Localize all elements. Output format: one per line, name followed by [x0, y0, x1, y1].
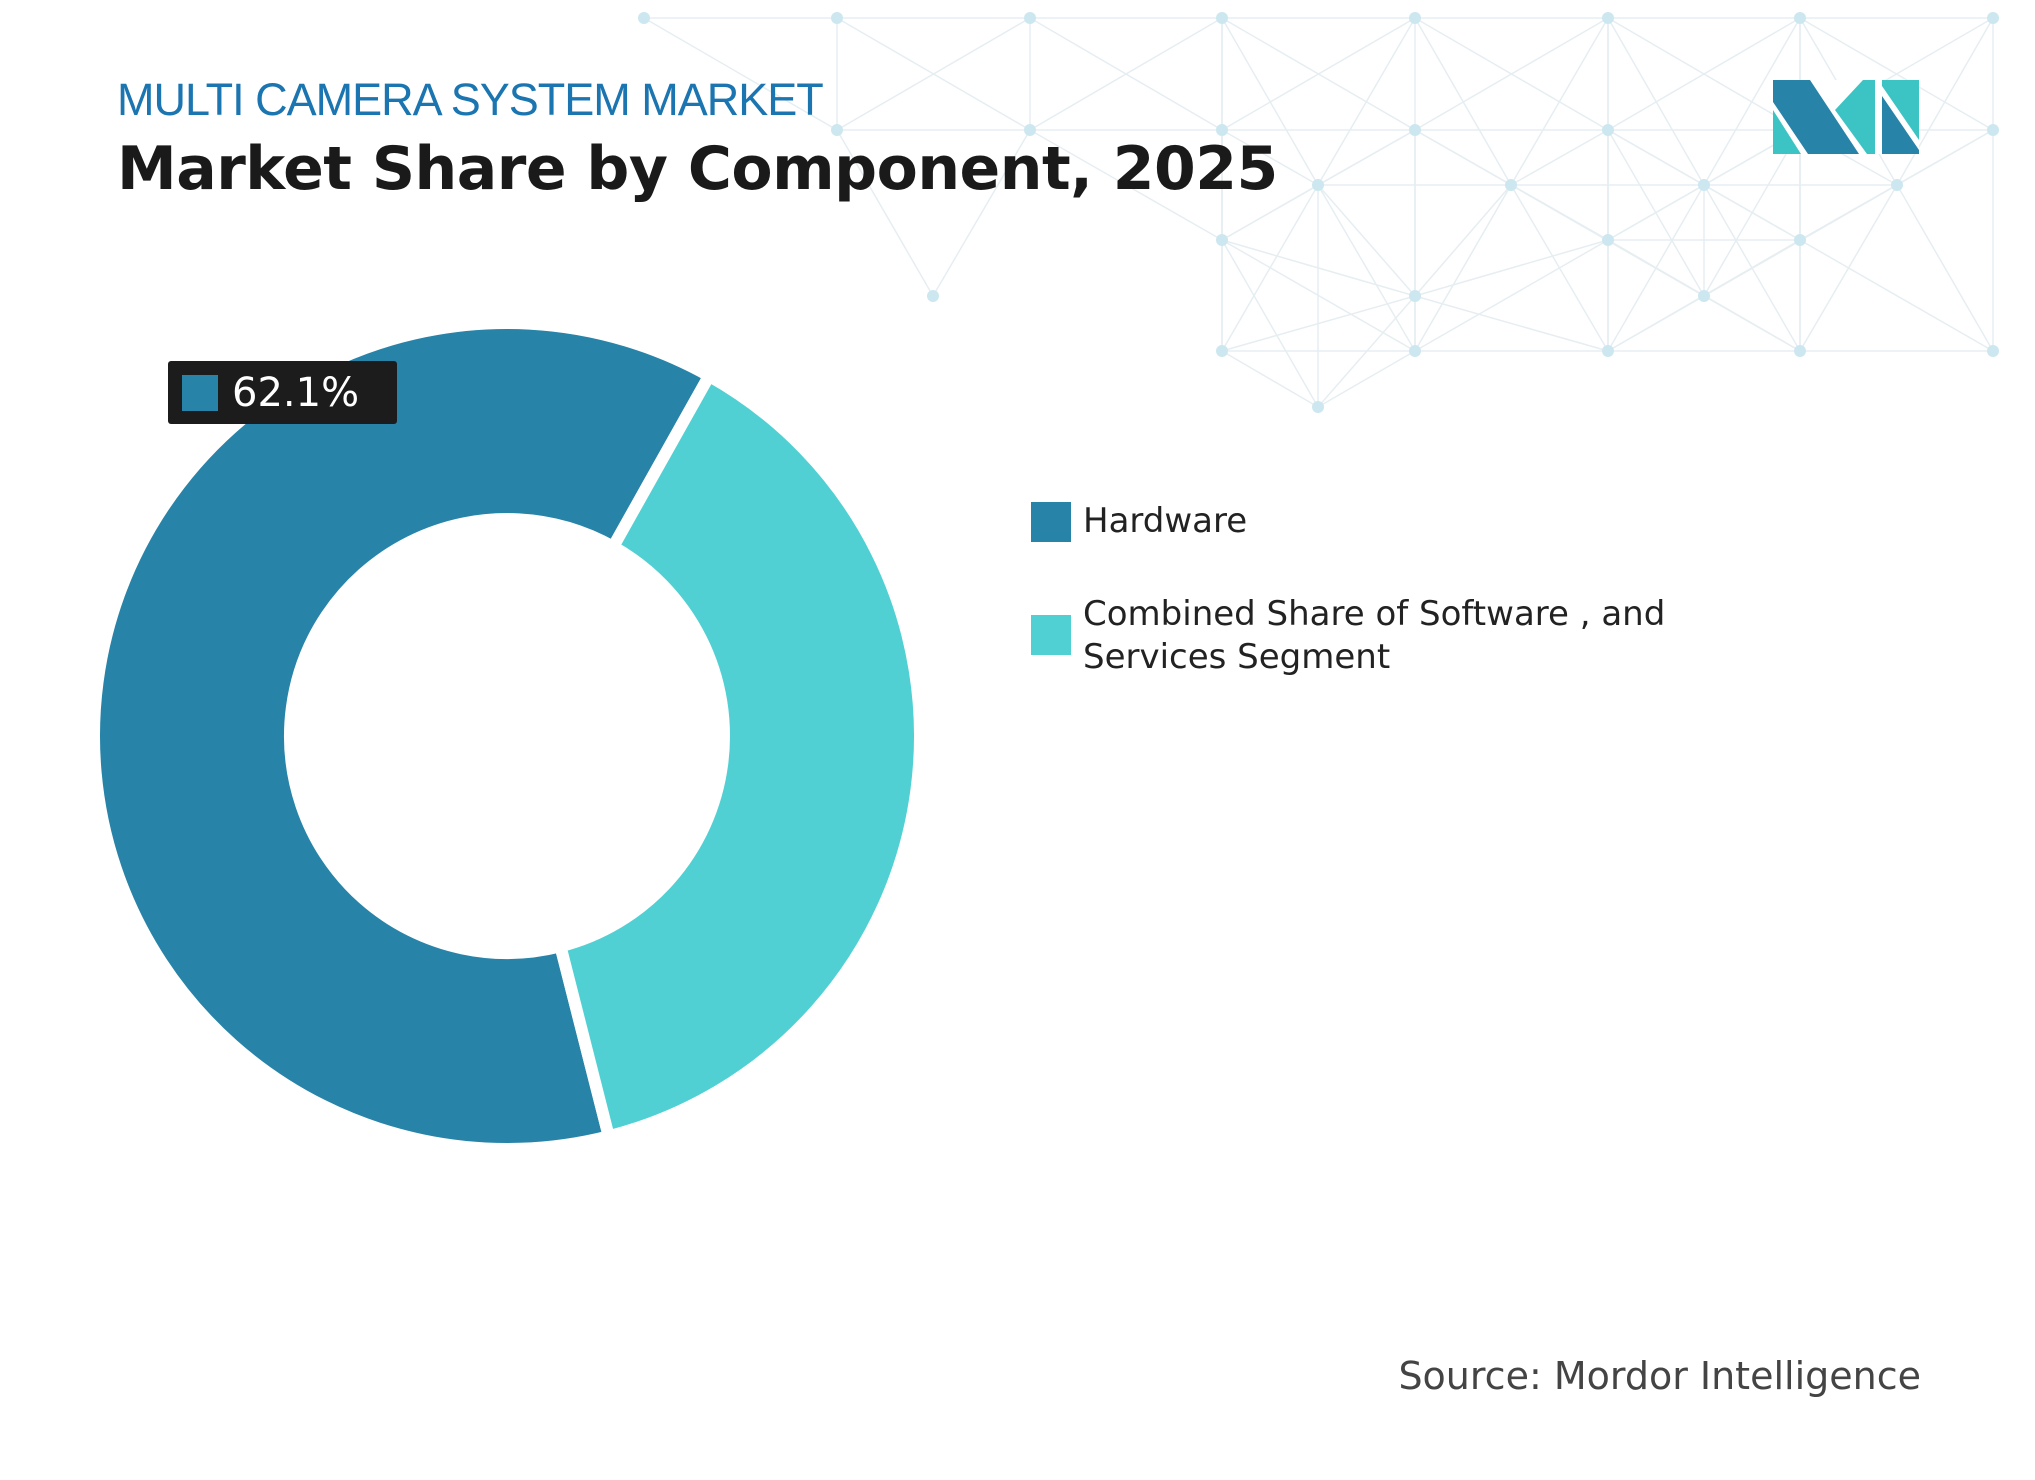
legend-swatch-software-services [1031, 615, 1071, 655]
network-node [1602, 12, 1614, 24]
network-line [1510, 17, 1609, 186]
network-line [1317, 295, 1416, 408]
legend-label: Hardware [1083, 501, 1248, 541]
chart-title: Market Share by Component, 2025 [117, 134, 1278, 204]
network-node [1216, 234, 1228, 246]
network-node [1794, 234, 1806, 246]
network-node [1216, 12, 1228, 24]
network-node [1409, 124, 1421, 136]
network-line [1221, 239, 1319, 408]
network-node [1312, 401, 1324, 413]
network-line [1607, 17, 1801, 131]
network-line [1607, 239, 1705, 297]
network-line [1317, 350, 1416, 408]
network-line [1221, 184, 1319, 241]
donut-slice-software-services [553, 367, 926, 1144]
network-line [836, 129, 934, 297]
network-line [1607, 184, 1705, 241]
network-node [927, 290, 939, 302]
network-line [1029, 129, 1223, 241]
network-line [1703, 184, 1801, 241]
legend-item-software-services: Combined Share of Software , and Service… [1031, 593, 1723, 679]
network-line [1510, 129, 1609, 186]
network-line [1414, 295, 1609, 352]
network-line [1221, 295, 1416, 352]
network-node [831, 12, 843, 24]
network-node [1987, 124, 1999, 136]
network-node [1794, 345, 1806, 357]
network-line [1896, 184, 1994, 352]
network-node [1216, 345, 1228, 357]
network-node [1409, 12, 1421, 24]
network-line [1221, 17, 1416, 131]
network-line [932, 129, 1031, 297]
network-node [638, 12, 650, 24]
data-label-swatch [182, 374, 218, 411]
network-node [1024, 12, 1036, 24]
network-node [1312, 179, 1324, 191]
network-line [1703, 17, 1801, 186]
network-line [1414, 239, 1609, 352]
data-label-hardware: 62.1% [168, 361, 397, 424]
network-node [1794, 12, 1806, 24]
source-note: Source: Mordor Intelligence [1398, 1354, 1921, 1398]
donut-slice-hardware [88, 317, 718, 1155]
chart-subtitle: MULTI CAMERA SYSTEM MARKET [117, 74, 824, 125]
network-node [831, 124, 843, 136]
network-line [1317, 17, 1416, 186]
network-node [1602, 345, 1614, 357]
network-node [1409, 345, 1421, 357]
network-line [1414, 17, 1609, 131]
legend-swatch-hardware [1031, 502, 1071, 542]
network-line [1221, 350, 1319, 408]
network-line [1221, 129, 1319, 186]
network-node [1698, 290, 1710, 302]
network-line [1896, 17, 1994, 186]
network-node [1409, 290, 1421, 302]
legend-item-hardware: Hardware [1031, 500, 1723, 543]
mordor-logo [1773, 80, 1919, 154]
network-line [1703, 295, 1801, 352]
network-node [1602, 124, 1614, 136]
network-node [1987, 12, 1999, 24]
legend: Hardware Combined Share of Software , an… [1031, 500, 1723, 729]
network-node [1602, 234, 1614, 246]
donut-chart [88, 317, 926, 1155]
network-line [1414, 239, 1609, 297]
network-node [1698, 179, 1710, 191]
network-line [1221, 184, 1319, 352]
network-line [1799, 239, 1994, 352]
network-node [1024, 124, 1036, 136]
network-line [643, 17, 838, 131]
network-line [1703, 239, 1801, 297]
network-line [1317, 184, 1416, 297]
network-node [1505, 179, 1517, 191]
network-line [1414, 184, 1512, 297]
network-line [1317, 129, 1416, 186]
network-node [1891, 179, 1903, 191]
network-line [1607, 295, 1705, 352]
network-line [1029, 17, 1223, 131]
network-node [1987, 345, 1999, 357]
legend-label: Combined Share of Software , and Service… [1083, 594, 1666, 677]
data-label-value: 62.1% [232, 369, 360, 416]
network-line [836, 17, 1031, 131]
network-node [1216, 124, 1228, 136]
network-line [1317, 184, 1416, 352]
network-line [1414, 184, 1512, 352]
